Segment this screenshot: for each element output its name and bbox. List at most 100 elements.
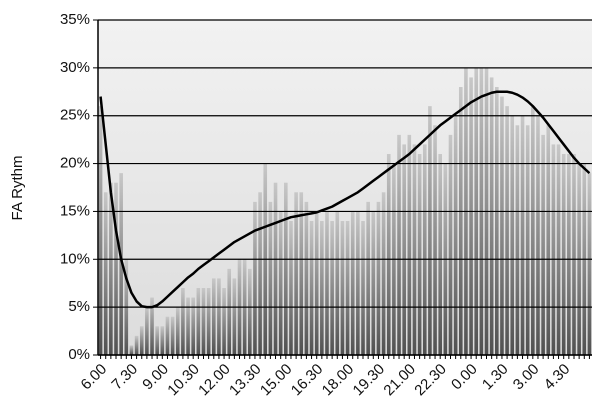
bar	[330, 221, 334, 355]
bar	[145, 307, 149, 355]
x-tick-label: 18.00	[319, 361, 358, 400]
bar	[278, 211, 283, 355]
y-tick-label: 30%	[60, 59, 90, 76]
bar	[129, 345, 134, 355]
bar	[304, 201, 309, 355]
bar	[510, 115, 515, 355]
bar	[170, 316, 175, 355]
bar	[433, 125, 437, 356]
bar	[428, 106, 432, 356]
bar	[134, 335, 139, 355]
bar	[525, 125, 530, 356]
x-tick-label: 1.30	[479, 361, 512, 394]
bar	[561, 154, 566, 355]
bar	[103, 192, 108, 355]
bar	[515, 125, 520, 356]
bar	[160, 326, 165, 355]
bar	[217, 278, 221, 355]
bar	[114, 182, 118, 355]
bar	[453, 115, 458, 355]
bar	[206, 288, 211, 355]
y-tick-label: 25%	[60, 107, 90, 124]
bar	[381, 192, 386, 355]
bar	[412, 144, 417, 355]
bar	[186, 297, 190, 355]
bar	[314, 211, 319, 355]
bar	[422, 144, 427, 355]
bar	[541, 134, 545, 355]
bar	[469, 77, 473, 355]
y-axis-title: FA Rythm	[9, 155, 26, 220]
plot-area	[98, 20, 592, 355]
bar	[222, 288, 226, 355]
bar	[268, 201, 273, 355]
bar	[181, 288, 185, 355]
bar	[165, 316, 170, 355]
x-tick-label: 15.00	[257, 361, 296, 400]
bar	[150, 297, 154, 355]
bar	[356, 211, 360, 355]
bar	[546, 125, 551, 356]
x-tick-label: 6.00	[78, 361, 111, 394]
x-tick-label: 10.30	[164, 361, 203, 400]
bar	[376, 201, 381, 355]
bar	[232, 278, 237, 355]
bar	[98, 106, 103, 356]
bar	[531, 106, 535, 356]
bar	[294, 192, 298, 355]
bar	[458, 87, 463, 355]
bar	[438, 154, 442, 355]
bar	[371, 211, 376, 355]
bar	[520, 115, 525, 355]
bar	[587, 173, 592, 355]
y-tick-label: 35%	[60, 11, 90, 28]
bar	[248, 268, 252, 355]
bar	[495, 87, 499, 355]
bar	[402, 144, 406, 355]
bar	[536, 115, 540, 355]
line	[99, 90, 591, 309]
bar	[196, 288, 201, 355]
bar	[227, 268, 232, 355]
bar	[489, 77, 494, 355]
bar	[109, 182, 113, 355]
x-tick-label: 3.00	[510, 361, 543, 394]
bar	[273, 182, 278, 355]
bar	[175, 307, 180, 355]
bar	[345, 221, 350, 355]
bar	[505, 106, 509, 356]
bar	[325, 211, 329, 355]
bar	[201, 288, 206, 355]
y-tick-label: 10%	[60, 250, 90, 267]
x-tick-label: 22.30	[411, 361, 450, 400]
y-tick-label: 15%	[60, 202, 90, 219]
x-tick-label: 4.30	[541, 361, 574, 394]
bar	[397, 134, 401, 355]
bar	[500, 96, 504, 356]
bar	[284, 182, 288, 355]
bar	[139, 326, 144, 355]
x-tick-label: 7.30	[108, 361, 141, 394]
bar	[350, 211, 355, 355]
bar	[191, 297, 195, 355]
x-tick-label: 21.00	[380, 361, 419, 400]
bar	[309, 221, 314, 355]
bar	[366, 201, 370, 355]
bar	[335, 211, 340, 355]
bar	[556, 144, 561, 355]
bar	[417, 154, 422, 355]
bar	[340, 221, 345, 355]
bar	[258, 192, 262, 355]
x-tick-label: 13.30	[226, 361, 265, 400]
bar	[211, 278, 216, 355]
bar	[386, 154, 391, 355]
y-tick-label: 0%	[68, 346, 90, 363]
bar	[407, 134, 412, 355]
y-tick-label: 5%	[68, 298, 90, 315]
x-tick-label: 16.30	[288, 361, 327, 400]
bar	[253, 201, 257, 355]
y-tick-label: 20%	[60, 155, 90, 172]
bar	[361, 221, 365, 355]
bar	[572, 154, 576, 355]
bar	[567, 154, 571, 355]
